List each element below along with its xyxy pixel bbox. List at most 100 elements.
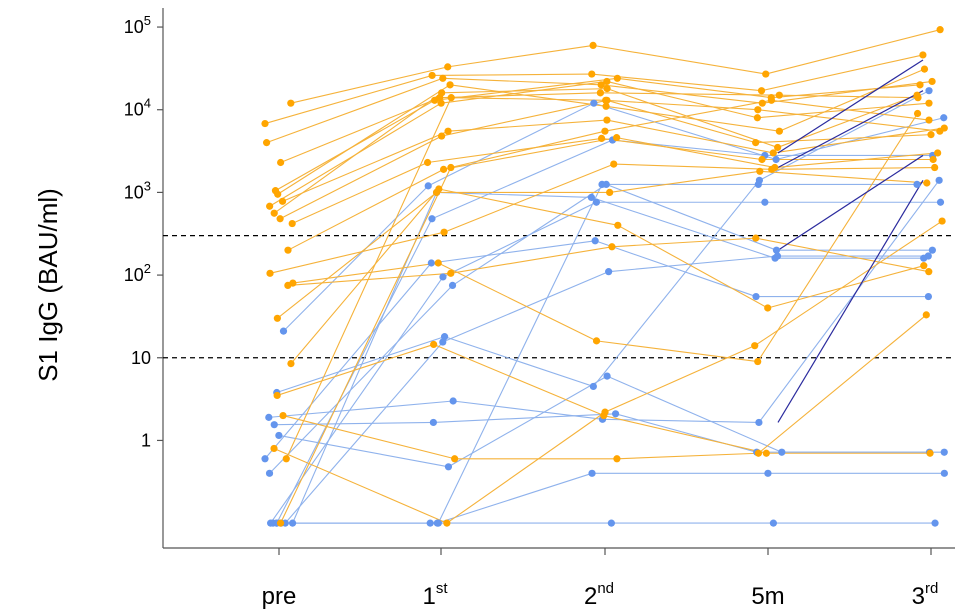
data-point — [778, 448, 786, 456]
data-point — [758, 155, 766, 164]
data-point — [610, 160, 618, 168]
series-segment — [758, 179, 940, 423]
data-point — [772, 155, 780, 164]
series-segment — [757, 109, 940, 132]
data-point — [276, 215, 284, 223]
data-point — [270, 421, 278, 429]
data-point — [447, 94, 455, 102]
series-segment — [448, 375, 608, 468]
data-point — [423, 158, 432, 167]
data-point — [437, 99, 445, 107]
series-segment — [758, 314, 927, 454]
data-point — [762, 449, 770, 457]
data-point — [591, 237, 599, 245]
series-segment — [754, 220, 943, 347]
series-segment — [282, 415, 455, 460]
series-segment — [264, 74, 433, 125]
data-point — [753, 114, 761, 122]
data-point — [752, 292, 760, 301]
series-segment — [442, 271, 609, 343]
data-point — [447, 269, 455, 277]
series-segment — [433, 413, 616, 424]
data-point — [769, 519, 778, 527]
data-point — [775, 127, 783, 135]
data-point — [603, 77, 611, 86]
data-point — [588, 469, 596, 477]
series-segment — [270, 276, 444, 524]
data-point — [764, 469, 772, 477]
data-point — [751, 342, 759, 350]
series-segment — [604, 345, 755, 413]
data-points — [261, 26, 948, 527]
y-tick-label: 102 — [124, 261, 151, 285]
series-segment — [278, 434, 449, 468]
data-point — [276, 519, 285, 527]
data-point — [270, 209, 278, 217]
data-point — [756, 167, 764, 175]
data-point — [446, 81, 454, 89]
data-point — [774, 143, 782, 152]
data-point — [263, 139, 271, 147]
series-segment — [279, 135, 442, 220]
data-point — [284, 281, 292, 290]
data-point — [447, 163, 455, 172]
series-segment — [755, 237, 929, 273]
series-segment — [606, 99, 756, 144]
series-segment — [273, 447, 448, 524]
data-point — [761, 198, 769, 206]
data-point — [769, 149, 777, 157]
series-segment — [442, 77, 602, 86]
series-segment — [604, 99, 772, 132]
data-point — [288, 219, 296, 228]
x-tick-label: 1st — [422, 580, 448, 610]
data-point — [444, 463, 453, 471]
data-point — [427, 259, 435, 267]
data-point — [288, 519, 297, 527]
data-point — [613, 455, 621, 463]
data-point — [925, 268, 933, 276]
series-segment — [767, 265, 924, 309]
series-segment — [757, 113, 919, 362]
data-point — [439, 273, 447, 281]
series-segment — [437, 262, 597, 342]
data-point — [287, 99, 295, 107]
series-segment — [277, 84, 451, 195]
data-point — [613, 134, 621, 142]
series-segment — [282, 130, 449, 202]
data-point — [587, 193, 596, 202]
series-segment — [601, 137, 763, 161]
data-point — [608, 243, 616, 251]
series-segment — [592, 44, 766, 75]
series-segment — [592, 179, 760, 387]
series-segment — [773, 127, 945, 154]
series-segment — [611, 237, 756, 248]
data-point — [775, 91, 783, 99]
data-point — [592, 198, 601, 206]
data-point — [439, 165, 448, 173]
data-point — [443, 519, 451, 527]
series-segment — [771, 166, 935, 170]
series-segment — [276, 343, 434, 396]
data-point — [926, 449, 934, 457]
data-point — [424, 182, 432, 190]
series-segment — [291, 161, 428, 225]
data-point — [752, 234, 760, 242]
series-segment — [287, 168, 444, 251]
series-segment — [447, 44, 594, 68]
data-point — [613, 74, 621, 82]
data-point — [428, 71, 436, 80]
series-segment — [450, 130, 606, 169]
data-point — [275, 431, 283, 440]
series-segment — [762, 80, 933, 104]
series-segment — [431, 139, 613, 220]
data-point — [428, 215, 436, 223]
series-segment — [608, 255, 778, 273]
series-segment — [606, 80, 758, 119]
data-point — [601, 408, 609, 416]
data-point — [448, 281, 457, 290]
data-point — [430, 340, 438, 349]
series-segment — [438, 188, 618, 226]
data-point — [764, 304, 772, 312]
data-point — [261, 455, 269, 463]
